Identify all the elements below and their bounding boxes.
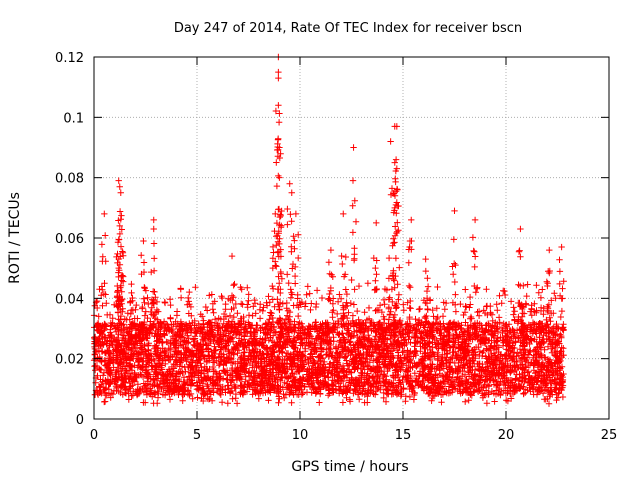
roti-outlier-point-11 <box>275 74 282 82</box>
roti-outlier-point-35 <box>228 252 236 260</box>
x-tick-label-25: 25 <box>601 428 618 443</box>
roti-outlier-point-33 <box>558 243 565 251</box>
roti-outlier-point-4 <box>116 222 123 230</box>
chart-title: Day 247 of 2014, Rate Of TEC Index for r… <box>174 21 522 36</box>
roti-outlier-point-21 <box>373 219 380 227</box>
x-tick-label-5: 5 <box>193 428 201 443</box>
roti-outlier-point-27 <box>391 204 398 212</box>
roti-outlier-point-6 <box>140 237 147 245</box>
roti-outlier-point-20 <box>350 144 357 151</box>
roti-outlier-point-32 <box>546 246 553 254</box>
roti-outlier-point-30 <box>471 216 479 224</box>
roti-outlier-point-25 <box>391 159 398 166</box>
roti-point-cloud <box>90 107 567 407</box>
data-points <box>90 53 567 407</box>
axis-ticks: 0 5 10 15 20 25 0 0.02 0.04 0.06 0.08 0.1 0.12 <box>55 51 617 443</box>
roti-outlier-point-13 <box>276 144 283 151</box>
y-tick-label-0: 0 <box>76 413 84 428</box>
roti-outlier-point-7 <box>150 216 157 224</box>
x-tick-label-15: 15 <box>395 428 412 443</box>
y-tick-label-0.06: 0.06 <box>55 232 84 247</box>
roti-outlier-point-29 <box>451 207 458 215</box>
y-tick-label-0.04: 0.04 <box>55 292 84 307</box>
x-tick-label-0: 0 <box>90 428 98 443</box>
roti-outlier-point-16 <box>288 189 295 196</box>
roti-outlier-point-31 <box>517 225 524 233</box>
x-tick-label-10: 10 <box>292 428 309 443</box>
x-axis-label: GPS time / hours <box>291 459 408 475</box>
roti-outlier-point-24 <box>393 123 401 130</box>
roti-outlier-point-3 <box>117 189 124 196</box>
roti-outlier-point-28 <box>408 216 415 224</box>
roti-outlier-point-17 <box>272 210 279 218</box>
y-tick-label-0.12: 0.12 <box>55 51 84 66</box>
roti-outlier-point-10 <box>275 68 282 76</box>
grid-lines <box>94 57 609 419</box>
roti-outlier-point-18 <box>292 210 300 218</box>
roti-outlier-point-0 <box>101 210 108 218</box>
roti-outlier-point-34 <box>327 246 335 254</box>
y-tick-label-0.1: 0.1 <box>63 111 84 126</box>
x-tick-label-20: 20 <box>498 428 515 443</box>
roti-outlier-point-22 <box>387 138 394 145</box>
roti-outlier-point-14 <box>276 174 283 181</box>
roti-outlier-point-19 <box>340 210 347 218</box>
roti-outlier-point-8 <box>150 225 157 233</box>
roti-outlier-point-2 <box>116 183 123 190</box>
roti-outlier-point-26 <box>393 165 401 172</box>
roti-outlier-point-15 <box>286 180 293 187</box>
y-tick-label-0.02: 0.02 <box>55 353 84 368</box>
roti-outlier-point-12 <box>275 102 282 109</box>
roti-outlier-point-1 <box>115 177 122 184</box>
y-axis-label: ROTI / TECUs <box>7 192 23 284</box>
y-tick-label-0.08: 0.08 <box>55 172 84 187</box>
roti-outlier-point-5 <box>115 264 122 272</box>
roti-outlier-point-36 <box>422 255 429 263</box>
